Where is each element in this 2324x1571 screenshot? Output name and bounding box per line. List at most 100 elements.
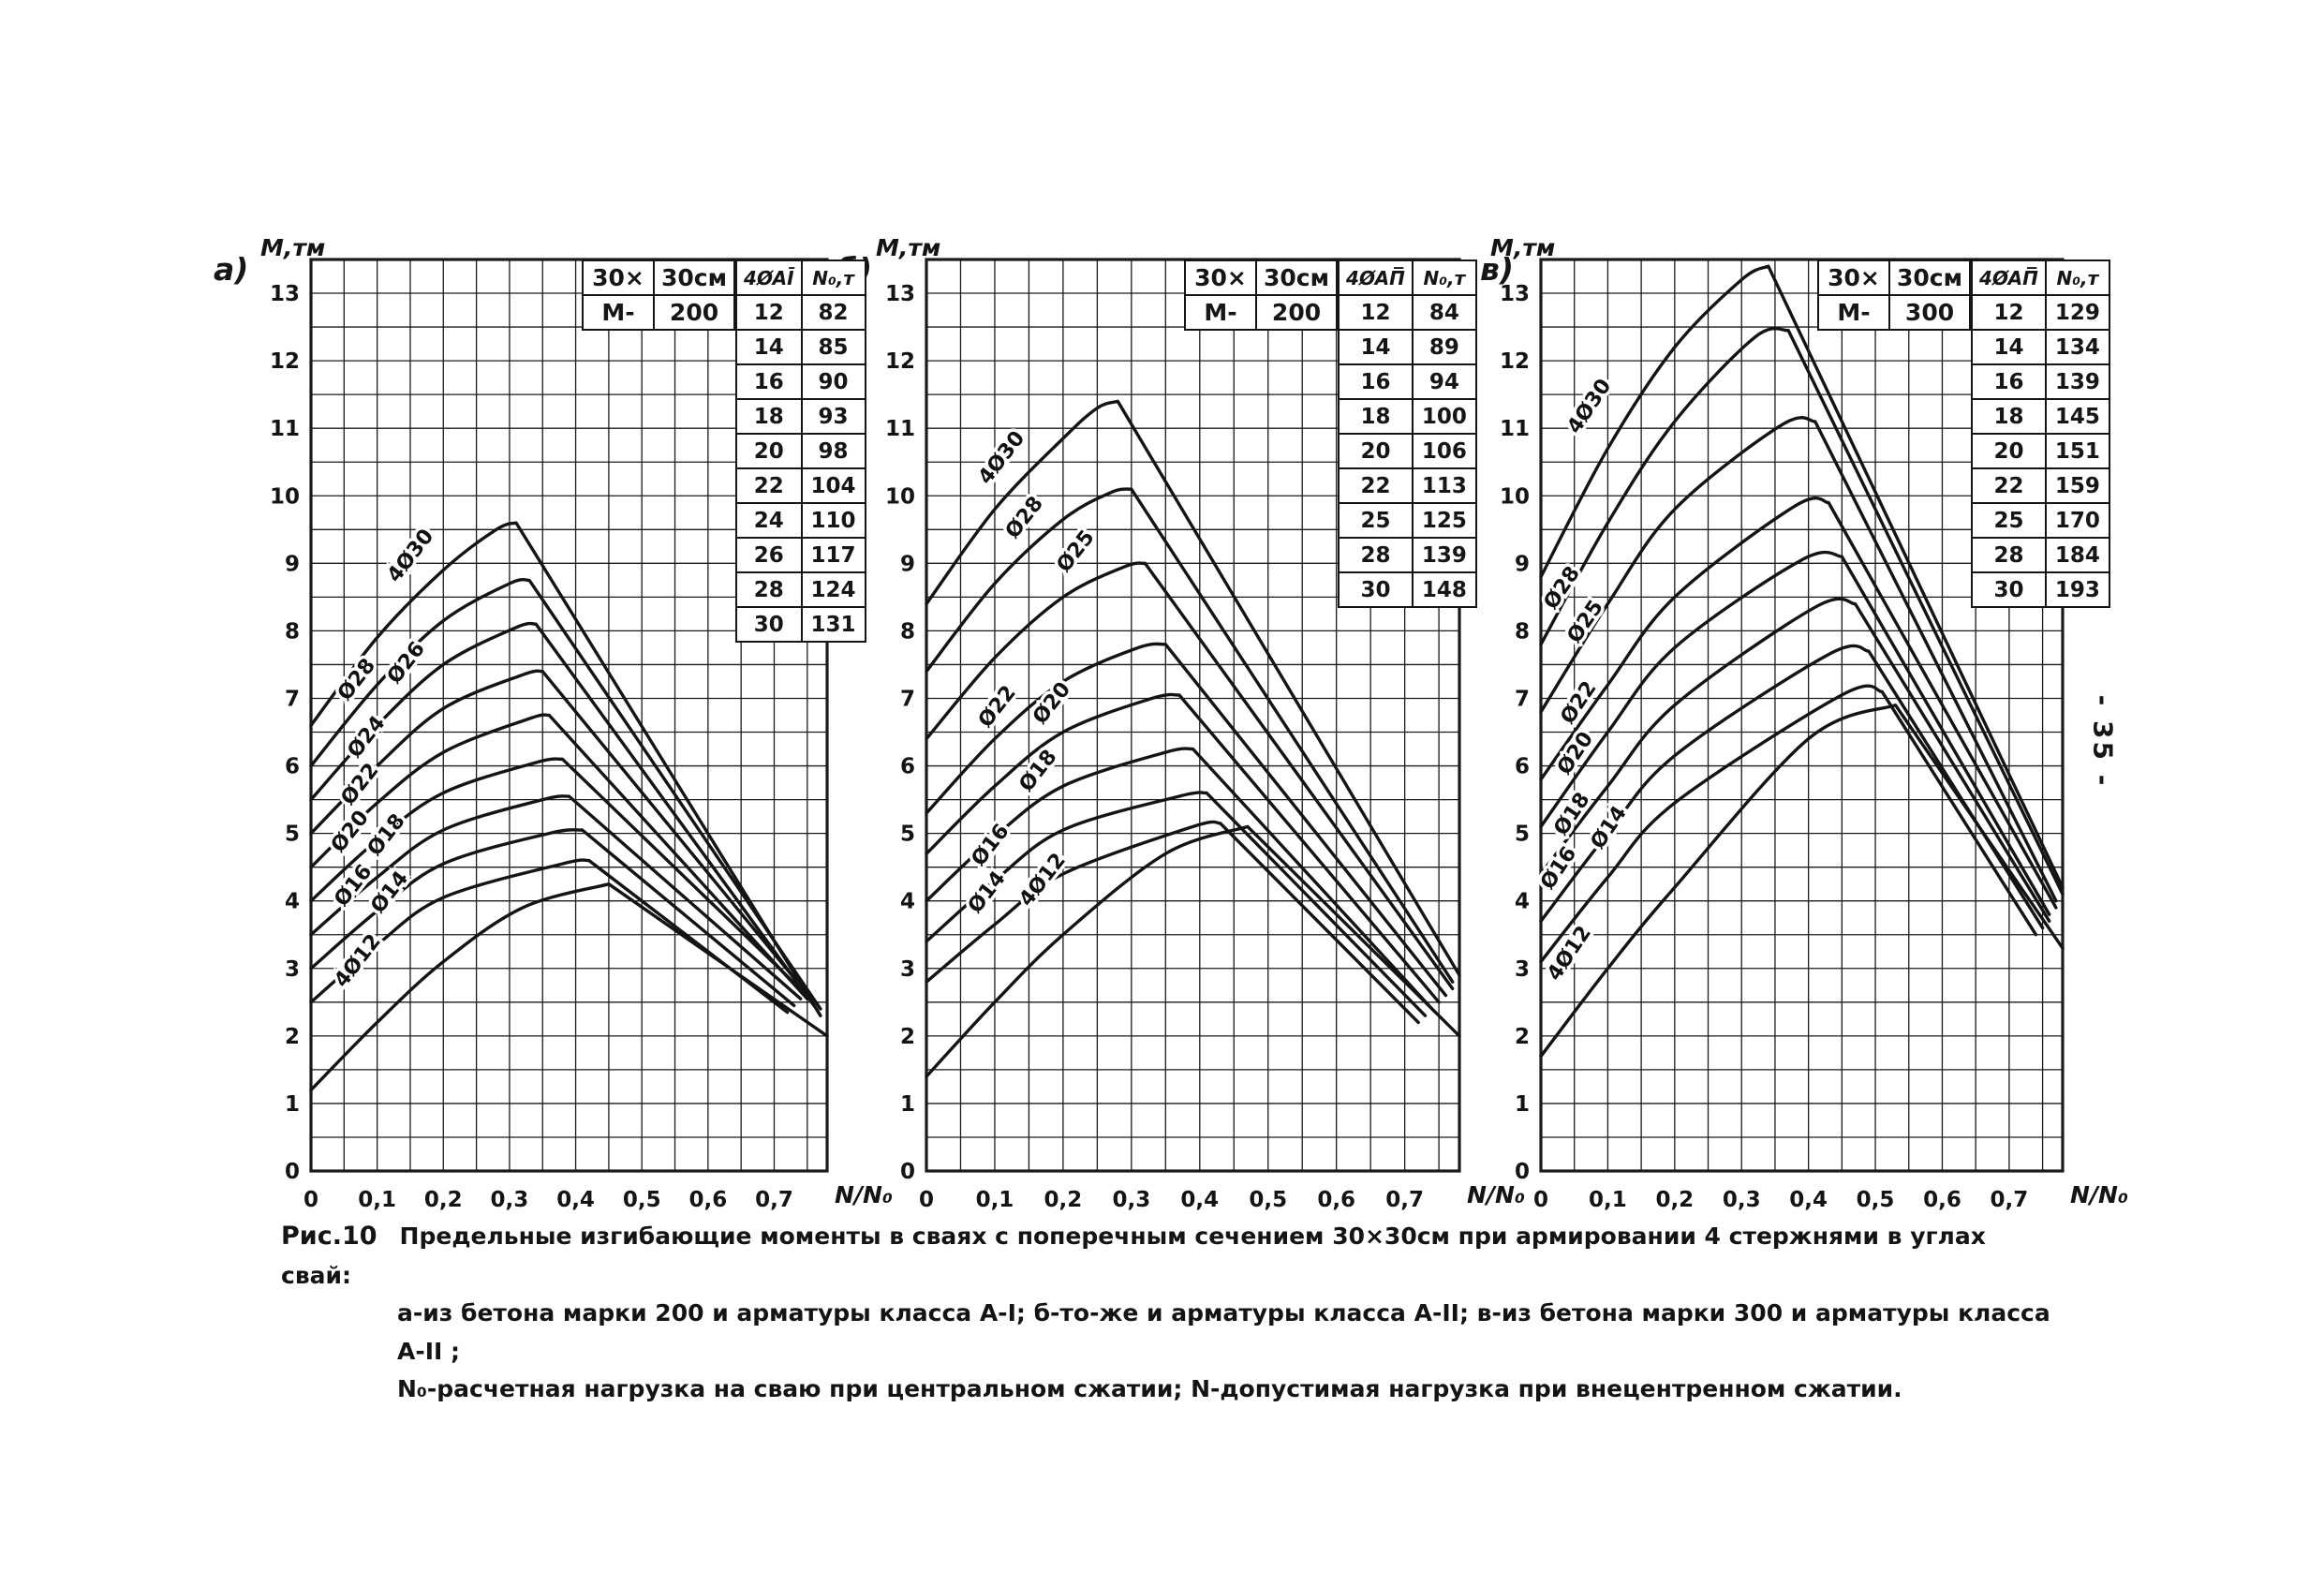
y-tick-label: 9: [900, 552, 915, 576]
curve-Ø20: [925, 692, 1441, 1004]
y-tick-label: 8: [285, 619, 300, 644]
x-tick-label: 0,4: [1180, 1188, 1219, 1212]
inset-cell: 170: [2044, 502, 2110, 539]
inset-cell: М-: [1817, 294, 1890, 331]
x-tick-label: 0,4: [556, 1188, 595, 1212]
inset-cell: 28: [735, 571, 803, 608]
inset-row: 20 98: [735, 433, 866, 469]
inset-cell: 124: [800, 571, 866, 608]
inset-cell: 94: [1411, 363, 1477, 400]
inset-cell: М-: [1184, 294, 1257, 331]
inset-cell: 18: [1971, 398, 2047, 435]
y-tick-label: 6: [900, 755, 915, 779]
inset-cell: 113: [1411, 467, 1477, 504]
inset-row: 28 139: [1338, 537, 1477, 573]
curve-Ø25: [1539, 416, 2058, 903]
plot-border: [309, 258, 829, 1173]
curve-Ø22: [1539, 496, 2058, 910]
right-tbl: 4ØAĪ N₀,т 12 82 14 85 16 90 18 93 20 98 22 104 24 110 26…: [735, 259, 866, 643]
inset-cell: 30×: [1184, 259, 1257, 296]
inset-cell: N₀,т: [800, 259, 866, 296]
x-axis-label: N/N₀: [2070, 1181, 2128, 1208]
y-tick-label: 4: [900, 890, 915, 914]
inset-cell: 134: [2044, 329, 2110, 365]
inset-cell: 145: [2044, 398, 2110, 435]
curve-Ø20: [1539, 550, 2051, 916]
curve-Ø16: [925, 791, 1428, 1017]
curve-4Ø30: [1539, 264, 2065, 889]
curve-label: 4Ø12: [1543, 922, 1596, 986]
y-tick-label: 12: [270, 349, 300, 374]
x-tick-label: 0,2: [424, 1188, 463, 1212]
x-tick-label: 0,3: [491, 1188, 529, 1212]
x-tick-label: 0,3: [1112, 1188, 1150, 1212]
inset-row: 18 93: [735, 398, 866, 435]
x-tick-label: 0,5: [1249, 1188, 1287, 1212]
y-tick-label: 4: [1515, 890, 1530, 914]
inset-row: 28 124: [735, 571, 866, 608]
inset-row: М- 300: [1817, 294, 1972, 331]
inset-cell: 148: [1411, 571, 1477, 608]
y-tick-label: 7: [900, 687, 915, 711]
curve-Ø18: [1539, 597, 2051, 923]
inset-cell: 30см: [652, 259, 736, 296]
inset-row: 16 94: [1338, 363, 1477, 400]
x-tick-label: 0,5: [1857, 1188, 1895, 1212]
inset-row: 30 148: [1338, 571, 1477, 608]
inset-cell: 22: [735, 467, 803, 504]
inset-table-0: 30× 30см М- 200 4ØAĪ N₀,т 12 82 14 85 16 90 18 93 20 98…: [582, 259, 866, 643]
inset-row: 4ØAП̅ N₀,т: [1971, 259, 2110, 296]
x-tick-label: 0,7: [755, 1188, 793, 1212]
inset-row: 18 145: [1971, 398, 2110, 435]
y-tick-label: 2: [285, 1025, 300, 1049]
inset-cell: 16: [1971, 363, 2047, 400]
curve-label: Ø25: [1563, 596, 1608, 647]
x-tick-label: 0,2: [1655, 1188, 1694, 1212]
y-tick-label: 1: [1515, 1092, 1530, 1117]
inset-cell: 104: [800, 467, 866, 504]
curve-Ø16: [309, 828, 796, 1008]
curve-Ø26: [309, 621, 816, 1008]
inset-cell: 22: [1338, 467, 1414, 504]
inset-cell: 200: [652, 294, 736, 331]
inset-cell: 20: [735, 433, 803, 469]
inset-row: 22 159: [1971, 467, 2110, 504]
inset-cell: 18: [1338, 398, 1414, 435]
inset-row: 30× 30см: [1184, 259, 1339, 296]
y-tick-label: 7: [1515, 687, 1530, 711]
y-axis-label: M,тм: [260, 234, 325, 261]
y-tick-label: 0: [285, 1160, 300, 1184]
caption-line-2: а-из бетона марки 200 и арматуры класса …: [397, 1299, 2050, 1365]
x-tick-label: 0,1: [976, 1188, 1014, 1212]
inset-cell: 193: [2044, 571, 2110, 608]
inset-table-1: 30× 30см М- 200 4ØAП̅ N₀,т 12 84 14 89 16 94 18 100 20…: [1184, 259, 1477, 608]
curve-Ø28: [925, 487, 1455, 984]
curve-label: Ø28: [1540, 562, 1585, 614]
curve-Ø16: [1539, 644, 2045, 930]
curve-label: Ø28: [1001, 493, 1048, 543]
inset-cell: 16: [1338, 363, 1414, 400]
curve-Ø14: [1539, 684, 2038, 964]
y-tick-label: 7: [285, 687, 300, 711]
inset-cell: 4ØAП̅: [1338, 259, 1414, 296]
inset-cell: 12: [735, 294, 803, 331]
x-tick-label: 0,6: [1923, 1188, 1961, 1212]
x-tick-label: 0,1: [1589, 1188, 1627, 1212]
inset-cell: 30: [1338, 571, 1414, 608]
inset-row: 30× 30см: [1817, 259, 1972, 296]
inset-row: 12 129: [1971, 294, 2110, 331]
curve-4Ø12: [1539, 704, 2065, 1059]
caption-line-1: Рис.10 Предельные изгибающие моменты в св…: [281, 1216, 2061, 1295]
curve-Ø22: [925, 642, 1448, 998]
y-tick-label: 1: [900, 1092, 915, 1117]
curve-4Ø30: [925, 399, 1461, 977]
inset-cell: 131: [800, 606, 866, 643]
right-tbl: 4ØAП̅ N₀,т 12 129 14 134 16 139 18 145 20 151 22 159 2…: [1971, 259, 2110, 608]
inset-cell: 125: [1411, 502, 1477, 539]
inset-row: 12 82: [735, 294, 866, 331]
curve-Ø14: [309, 858, 790, 1015]
x-tick-label: 0,6: [1317, 1188, 1355, 1212]
